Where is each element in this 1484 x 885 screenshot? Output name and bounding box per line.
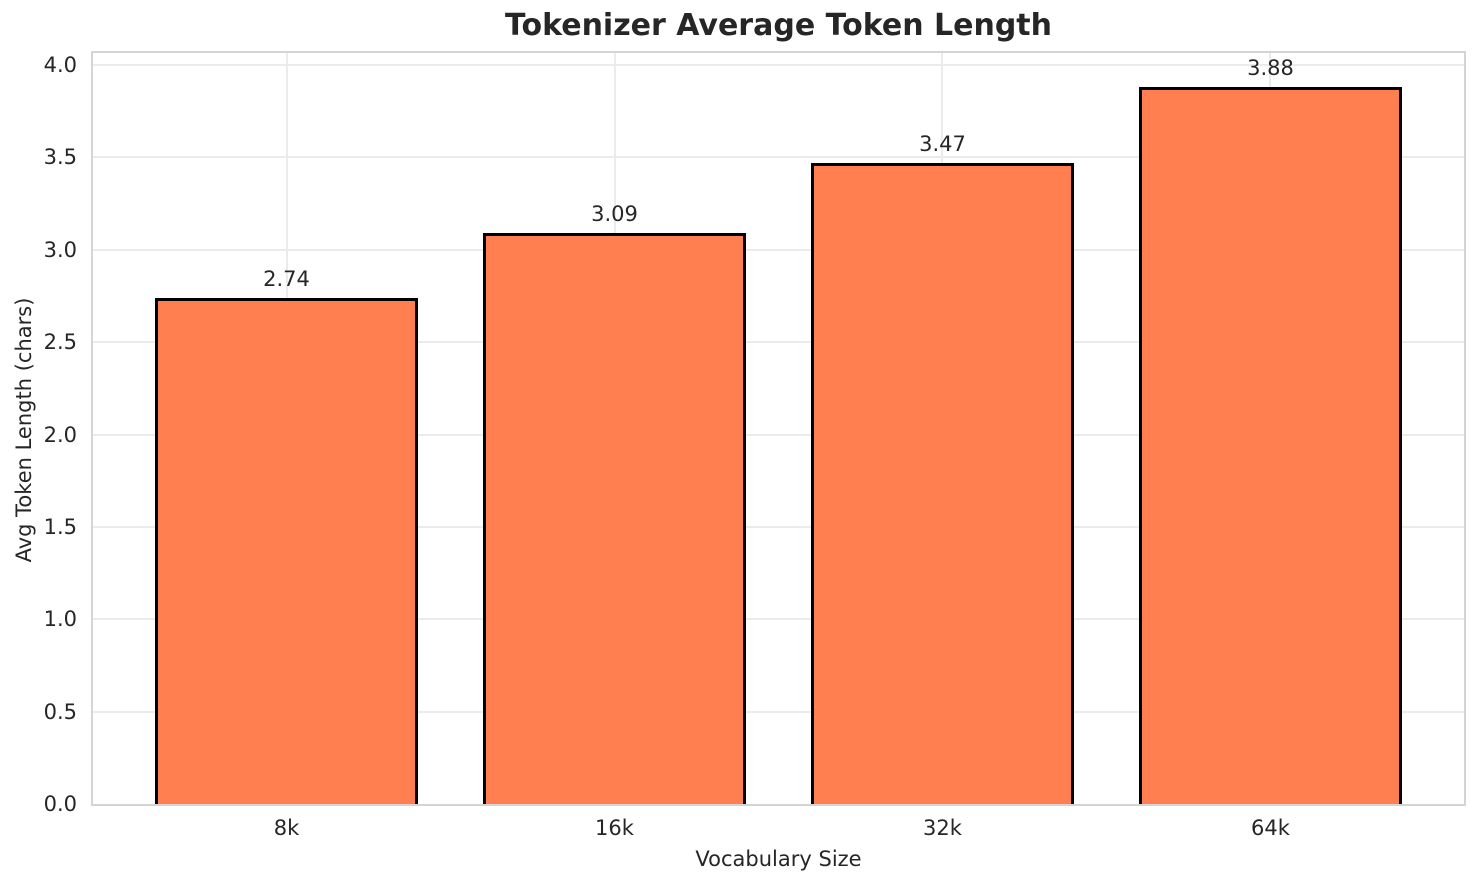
gridline-horizontal: [93, 248, 1464, 251]
x-tick-label: 64k: [1251, 816, 1290, 840]
bar-64k: [1139, 87, 1402, 804]
plot-area: [91, 51, 1466, 806]
y-tick-label: 2.0: [43, 422, 77, 447]
y-tick-label: 0.0: [43, 792, 77, 816]
bar-32k: [811, 162, 1074, 804]
y-tick-label: 1.0: [43, 607, 77, 632]
y-tick-label: 0.5: [43, 699, 77, 724]
gridline-horizontal: [93, 710, 1464, 713]
bar-value-label: 2.74: [263, 266, 310, 291]
gridline-horizontal: [93, 341, 1464, 344]
gridline-horizontal: [93, 525, 1464, 528]
y-tick-label: 1.5: [43, 514, 77, 539]
bar-value-label: 3.09: [591, 202, 638, 227]
bar-value-label: 3.88: [1247, 56, 1294, 81]
y-tick-label: 2.5: [43, 330, 77, 355]
bar-16k: [483, 233, 746, 804]
y-tick-label: 4.0: [43, 53, 77, 77]
x-axis-label: Vocabulary Size: [695, 847, 862, 871]
x-tick-label: 32k: [923, 816, 962, 840]
bar-value-label: 3.47: [919, 131, 966, 156]
gridline-horizontal: [93, 156, 1464, 159]
y-tick-label: 3.0: [43, 237, 77, 262]
x-tick-label: 8k: [273, 816, 300, 840]
gridline-horizontal: [93, 433, 1464, 436]
bar-8k: [155, 297, 418, 804]
x-tick-label: 16k: [595, 816, 634, 840]
y-tick-label: 3.5: [43, 145, 77, 170]
gridline-horizontal: [93, 64, 1464, 66]
gridline-horizontal: [93, 618, 1464, 621]
chart-title: Tokenizer Average Token Length: [504, 8, 1052, 43]
